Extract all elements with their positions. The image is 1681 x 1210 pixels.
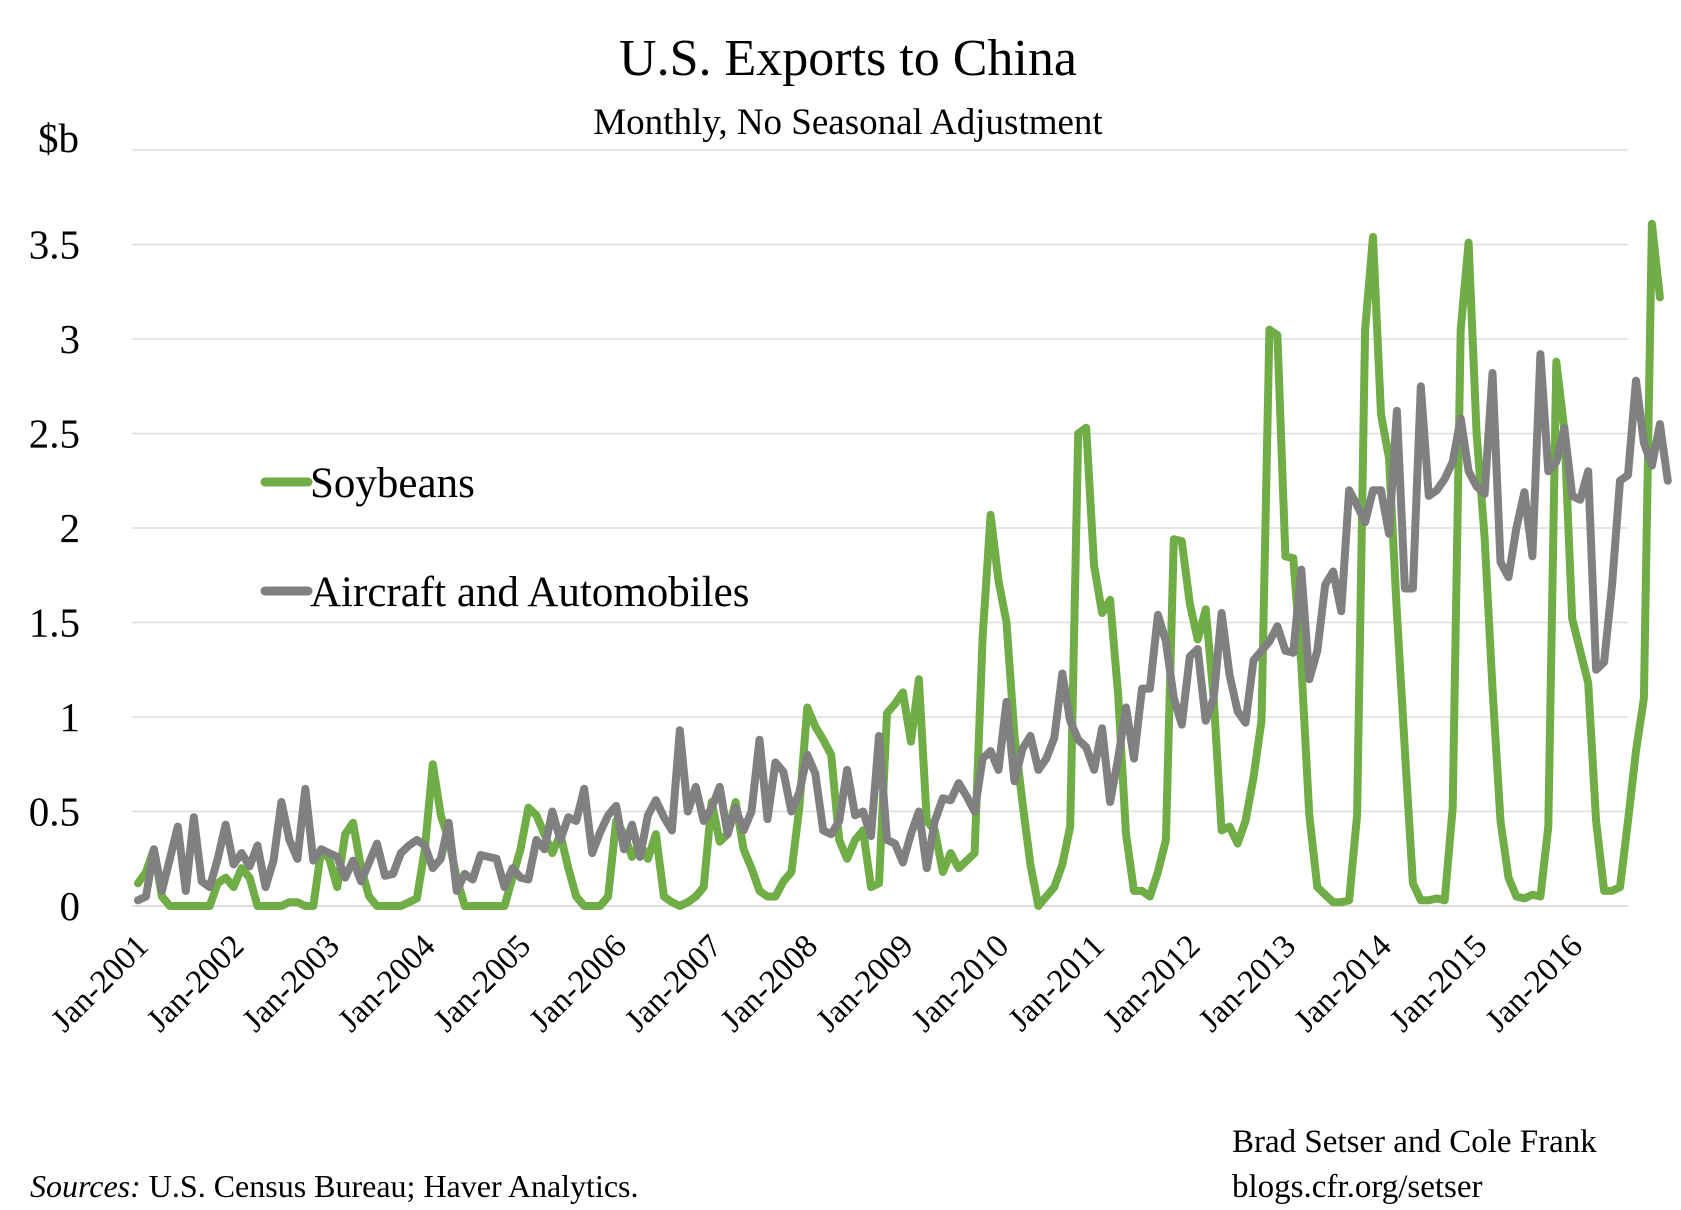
series-lines [134,219,1672,910]
x-tick-label: Jan-2001 [45,928,156,1039]
y-tick-label: 0 [60,883,81,929]
source-note: Sources: U.S. Census Bureau; Haver Analy… [30,1168,638,1204]
x-tick-label: Jan-2008 [714,928,825,1039]
x-tick-label: Jan-2015 [1383,928,1494,1039]
legend-label-soybeans: Soybeans [310,460,475,507]
y-tick-label: 3.5 [29,222,80,268]
chart-title: U.S. Exports to China [619,30,1077,87]
credit-authors: Brad Setser and Cole Frank [1232,1124,1597,1160]
series-line-aircraft-automobiles [134,350,1672,905]
y-tick-label: 1 [60,694,81,740]
x-tick-label: Jan-2007 [618,928,729,1039]
y-tick-label: 3 [60,316,81,362]
x-tick-label: Jan-2014 [1288,928,1399,1039]
x-tick-label: Jan-2013 [1192,928,1303,1039]
x-tick-label: Jan-2004 [331,928,442,1039]
chart-subtitle: Monthly, No Seasonal Adjustment [593,102,1103,143]
y-tick-label: 2 [60,505,81,551]
y-axis-ticks: 0 0.5 1 1.5 2 2.5 3 3.5 [29,222,80,930]
x-tick-label: Jan-2002 [140,928,251,1039]
x-tick-label: Jan-2010 [905,928,1016,1039]
x-tick-label: Jan-2011 [1002,928,1112,1038]
x-tick-label: Jan-2005 [427,928,538,1039]
series-line-soybeans [134,219,1664,910]
x-tick-label: Jan-2006 [523,928,634,1039]
x-tick-label: Jan-2009 [810,928,921,1039]
y-tick-label: 1.5 [29,600,80,646]
y-tick-label: 2.5 [29,411,80,457]
gridlines [132,149,1628,907]
y-axis-unit-label: $b [38,115,79,161]
credit-url: blogs.cfr.org/setser [1232,1169,1483,1205]
x-tick-label: Jan-2016 [1479,928,1590,1039]
x-tick-label: Jan-2003 [236,928,347,1039]
source-text: U.S. Census Bureau; Haver Analytics. [141,1168,639,1204]
y-tick-label: 0.5 [29,789,80,835]
legend: Soybeans Aircraft and Automobiles [260,460,749,616]
x-tick-label: Jan-2012 [1096,928,1207,1039]
source-prefix: Sources: [30,1168,141,1204]
x-axis-ticks: Jan-2001Jan-2002Jan-2003Jan-2004Jan-2005… [45,928,1590,1039]
legend-label-aircraft-automobiles: Aircraft and Automobiles [310,569,749,616]
